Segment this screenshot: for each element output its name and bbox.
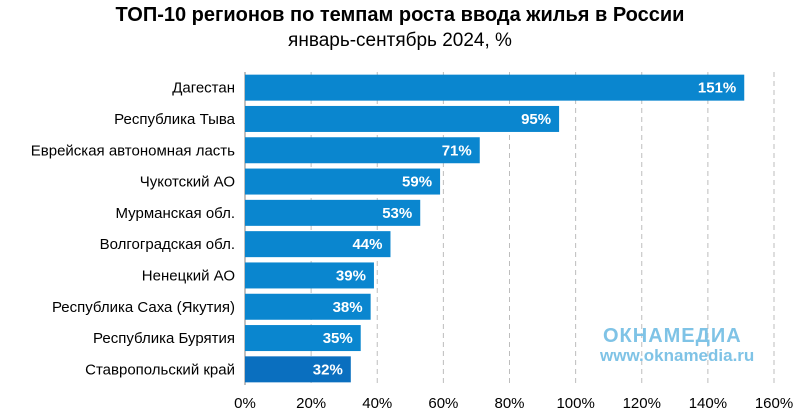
bar — [245, 262, 374, 289]
x-tick-label: 20% — [296, 395, 326, 412]
category-label: Республика Тыва — [114, 111, 236, 128]
data-label: 44% — [352, 236, 382, 253]
bar — [245, 356, 351, 383]
x-tick-label: 100% — [556, 395, 594, 412]
bar — [245, 325, 361, 352]
data-label: 32% — [313, 361, 343, 378]
x-tick-label: 0% — [234, 395, 256, 412]
x-tick-label: 60% — [428, 395, 458, 412]
data-label: 35% — [323, 330, 353, 347]
category-label: Ставропольский край — [85, 361, 235, 378]
category-label: Республика Бурятия — [93, 330, 235, 347]
bar — [245, 168, 441, 195]
data-label: 59% — [402, 174, 432, 191]
bar — [245, 199, 421, 226]
bar — [245, 231, 391, 258]
chart-subtitle: январь-сентябрь 2024, % — [288, 30, 512, 51]
category-label: Чукотский АО — [140, 174, 235, 191]
x-tick-label: 160% — [755, 395, 793, 412]
bar — [245, 293, 371, 320]
category-label: Республика Саха (Якутия) — [52, 299, 235, 316]
category-label: Дагестан — [172, 80, 235, 97]
x-tick-label: 80% — [494, 395, 524, 412]
watermark-url: www.oknamedia.ru — [600, 346, 755, 365]
bar — [245, 74, 745, 101]
x-tick-label: 120% — [623, 395, 661, 412]
bar — [245, 105, 560, 132]
data-label: 71% — [442, 142, 472, 159]
data-label: 53% — [382, 205, 412, 222]
data-label: 95% — [521, 111, 551, 128]
data-label: 39% — [336, 267, 366, 284]
data-label: 151% — [698, 80, 736, 97]
x-tick-label: 40% — [362, 395, 392, 412]
bar — [245, 137, 480, 164]
category-label: Еврейская автономная ласть — [31, 142, 235, 159]
data-label: 38% — [333, 299, 363, 316]
category-label: Волгоградская обл. — [100, 236, 235, 253]
category-label: Ненецкий АО — [142, 267, 235, 284]
x-tick-label: 140% — [689, 395, 727, 412]
category-label: Мурманская обл. — [116, 205, 235, 222]
watermark-logo: ОКНАМЕДИА — [603, 325, 742, 347]
chart-title: ТОП-10 регионов по темпам роста ввода жи… — [115, 4, 685, 26]
